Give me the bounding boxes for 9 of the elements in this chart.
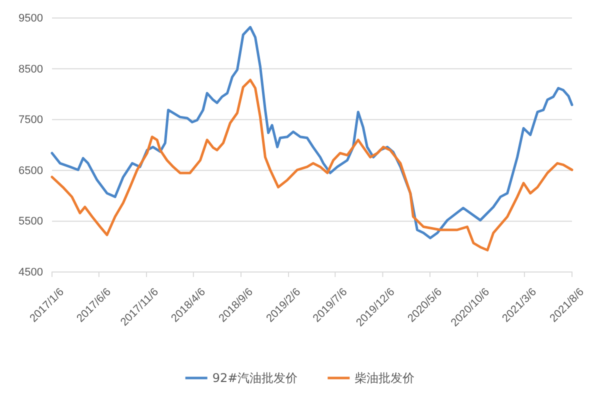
legend-label: 92#汽油批发价 [212, 371, 298, 385]
y-tick-label: 4500 [18, 266, 43, 279]
legend-label: 柴油批发价 [354, 371, 415, 385]
y-tick-label: 9500 [18, 12, 43, 25]
y-tick-label: 8500 [18, 63, 43, 76]
y-tick-label: 6500 [18, 164, 43, 177]
line-series [50, 78, 574, 252]
y-tick-label: 5500 [18, 216, 43, 228]
y-tick-label: 7500 [18, 114, 43, 126]
